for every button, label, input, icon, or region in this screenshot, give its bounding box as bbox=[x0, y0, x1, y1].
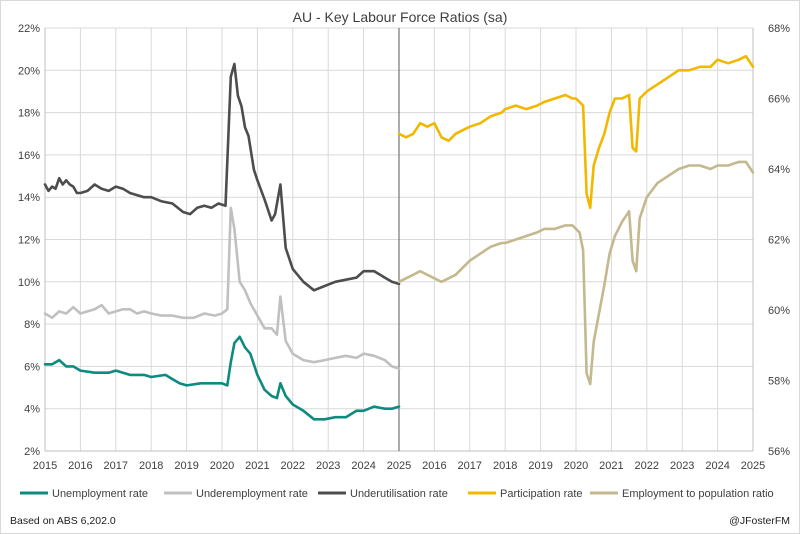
x-tick-right: 2025 bbox=[741, 460, 765, 472]
y-tick-right: 68% bbox=[768, 23, 790, 35]
x-tick-right: 2021 bbox=[599, 460, 623, 472]
x-tick-right: 2024 bbox=[705, 460, 729, 472]
x-tick-left: 2015 bbox=[33, 460, 57, 472]
legend-label: Employment to population ratio bbox=[622, 488, 774, 500]
x-tick-left: 2025 bbox=[387, 460, 411, 472]
y-tick-right: 62% bbox=[768, 235, 790, 247]
chart-title: AU - Key Labour Force Ratios (sa) bbox=[293, 9, 508, 25]
x-tick-left: 2019 bbox=[174, 460, 198, 472]
y-tick-left: 16% bbox=[18, 150, 40, 162]
x-tick-right: 2017 bbox=[458, 460, 482, 472]
x-tick-left: 2021 bbox=[245, 460, 269, 472]
legend: Unemployment rate Underemployment rate Und… bbox=[20, 488, 774, 500]
legend-label: Underutilisation rate bbox=[350, 488, 448, 500]
x-tick-left: 2020 bbox=[210, 460, 234, 472]
series-lines bbox=[43, 54, 755, 421]
x-tick-right: 2016 bbox=[422, 460, 446, 472]
x-tick-left: 2016 bbox=[68, 460, 92, 472]
x-tick-right: 2023 bbox=[670, 460, 694, 472]
series-line-participation-rate bbox=[397, 54, 755, 210]
tick-labels: 2% 4% 6% 8% 10% 12% 14% 16% 18% 20% 22% 56% 58% 60% 62… bbox=[18, 23, 790, 472]
legend-label: Unemployment rate bbox=[52, 488, 148, 500]
footer-source: Based on ABS 6,202.0 bbox=[10, 515, 116, 527]
legend-label: Participation rate bbox=[500, 488, 583, 500]
legend-label: Underemployment rate bbox=[196, 488, 308, 500]
x-tick-right: 2019 bbox=[528, 460, 552, 472]
y-tick-right: 64% bbox=[768, 164, 790, 176]
footer-handle: @JFosterFM bbox=[729, 515, 790, 527]
y-tick-right: 56% bbox=[768, 446, 790, 458]
y-tick-left: 8% bbox=[24, 319, 40, 331]
y-tick-left: 14% bbox=[18, 192, 40, 204]
y-tick-right: 66% bbox=[768, 94, 790, 106]
y-tick-left: 22% bbox=[18, 23, 40, 35]
y-tick-right: 58% bbox=[768, 376, 790, 388]
y-tick-right: 60% bbox=[768, 305, 790, 317]
series-line-underutilisation-rate bbox=[43, 62, 401, 292]
x-tick-left: 2017 bbox=[104, 460, 128, 472]
x-tick-right: 2020 bbox=[564, 460, 588, 472]
y-tick-left: 12% bbox=[18, 235, 40, 247]
x-tick-left: 2022 bbox=[281, 460, 305, 472]
y-tick-left: 18% bbox=[18, 108, 40, 120]
y-tick-left: 6% bbox=[24, 361, 40, 373]
x-tick-left: 2024 bbox=[351, 460, 375, 472]
x-tick-right: 2022 bbox=[635, 460, 659, 472]
y-tick-left: 2% bbox=[24, 446, 40, 458]
y-tick-left: 4% bbox=[24, 404, 40, 416]
x-tick-left: 2023 bbox=[316, 460, 340, 472]
x-tick-left: 2018 bbox=[139, 460, 163, 472]
series-line-unemployment-rate bbox=[43, 335, 401, 421]
x-tick-right: 2018 bbox=[493, 460, 517, 472]
series-line-employment-to-population-ratio bbox=[397, 160, 755, 386]
axes bbox=[44, 28, 754, 452]
series-line-underemployment-rate bbox=[43, 206, 401, 370]
y-tick-left: 10% bbox=[18, 277, 40, 289]
y-tick-left: 20% bbox=[18, 65, 40, 77]
